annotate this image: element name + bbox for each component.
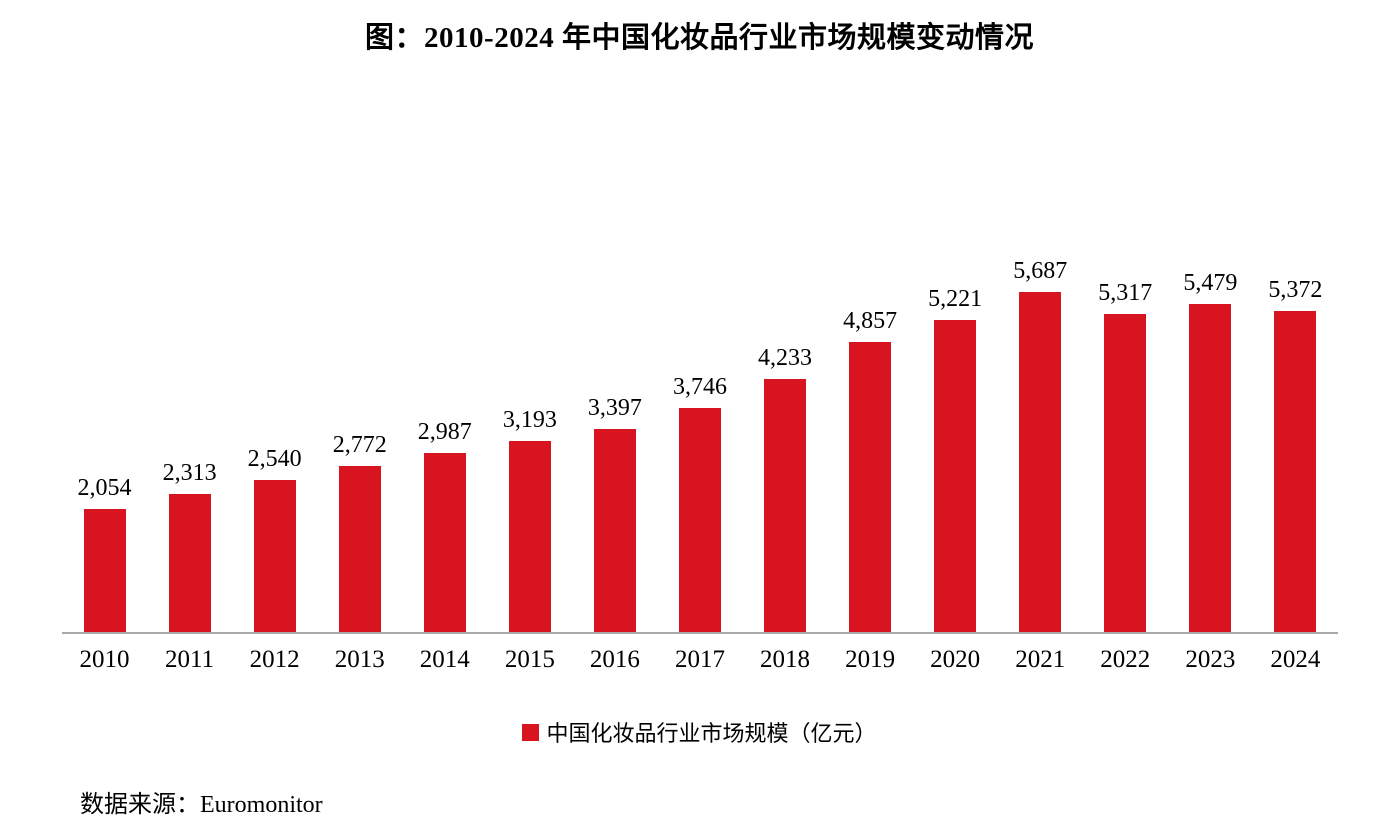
bar-value-label: 5,221 [928,286,983,312]
x-tick-label: 2012 [249,646,300,673]
x-tick-label: 2021 [1015,646,1066,673]
bar-column: 3,193 [487,407,572,632]
x-tick-label: 2016 [589,646,640,673]
x-tick-label: 2020 [930,646,981,673]
bar-column: 5,317 [1083,280,1168,632]
bar-value-label: 2,772 [332,432,387,458]
bar [764,379,807,632]
bar [508,441,551,632]
bar-value-label: 5,317 [1098,280,1153,306]
bar [849,342,892,632]
bar-column: 2,772 [317,432,402,632]
bar [83,509,126,632]
bar-value-label: 2,054 [77,475,132,501]
bar-column: 3,397 [572,395,657,632]
x-tick-label: 2019 [845,646,896,673]
bar-column: 5,372 [1253,277,1338,632]
bar-value-label: 5,372 [1268,277,1323,303]
bar-column: 4,857 [828,308,913,632]
x-tick-label: 2010 [79,646,130,673]
bar-chart: 2,054 2,313 2,540 2,772 2,987 3,193 3,397 3,746… [62,254,1338,674]
plot-area: 2,054 2,313 2,540 2,772 2,987 3,193 3,397 3,746… [62,254,1338,634]
bar-column: 5,479 [1168,270,1253,632]
bar [593,429,636,632]
x-tick-label: 2023 [1185,646,1236,673]
legend-swatch-icon [522,723,540,741]
bar-value-label: 2,540 [247,446,302,472]
bar-value-label: 5,687 [1013,258,1068,284]
legend-label: 中国化妆品行业市场规模（亿元） [546,721,877,746]
bar-value-label: 3,397 [587,395,642,421]
bar [934,320,977,632]
x-tick-label: 2022 [1100,646,1151,673]
x-tick-label: 2024 [1270,646,1321,673]
bar [338,466,381,632]
bar-column: 2,987 [402,419,487,632]
bar [1019,292,1062,632]
bar-value-label: 3,746 [672,374,727,400]
bar [423,453,466,632]
bar-value-label: 5,479 [1183,270,1238,296]
bar [1274,311,1317,632]
x-axis-labels: 2010 2011 2012 2013 2014 2015 2016 2017 2018 2019… [62,646,1338,674]
bar-column: 5,221 [913,286,998,632]
bar-column: 2,313 [147,460,232,632]
bar-value-label: 2,313 [162,460,217,486]
bar-value-label: 4,233 [758,345,813,371]
bar [253,480,296,632]
bar [168,494,211,632]
bar-value-label: 4,857 [843,308,898,334]
source-note: 数据来源：Euromonitor [80,792,323,818]
x-tick-label: 2018 [760,646,811,673]
x-tick-label: 2015 [504,646,555,673]
bar-column: 5,687 [998,258,1083,632]
bar [678,408,721,632]
x-tick-label: 2013 [334,646,385,673]
bar-column: 2,054 [62,475,147,632]
bar [1189,304,1232,632]
bar-value-label: 2,987 [417,419,472,445]
bar-value-label: 3,193 [502,407,557,433]
x-tick-label: 2014 [419,646,470,673]
bar [1104,314,1147,632]
bar-column: 2,540 [232,446,317,632]
chart-title: 图：2010-2024 年中国化妆品行业市场规模变动情况 [365,22,1034,54]
bar-column: 4,233 [743,345,828,632]
legend: 中国化妆品行业市场规模（亿元） [0,716,1399,748]
x-tick-label: 2017 [674,646,725,673]
bar-column: 3,746 [657,374,742,632]
x-tick-label: 2011 [165,646,215,673]
